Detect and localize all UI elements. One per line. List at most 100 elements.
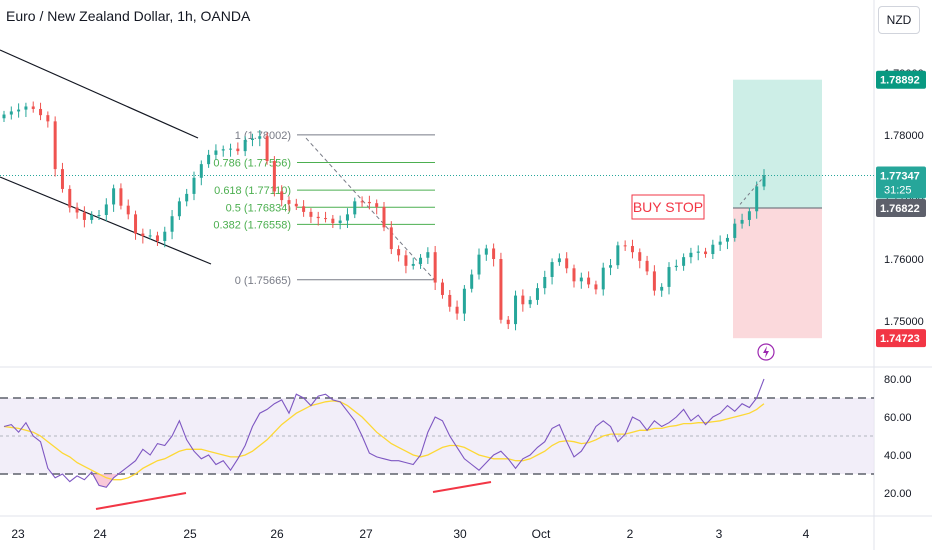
candle-body bbox=[2, 114, 6, 119]
candle-body bbox=[302, 206, 306, 212]
candle-body bbox=[75, 207, 79, 213]
candle-body bbox=[616, 245, 620, 266]
candle-body bbox=[24, 106, 28, 110]
stop-price-tag-bg bbox=[876, 329, 926, 348]
candle-body bbox=[528, 299, 532, 305]
target-price-tag: 1.78892 bbox=[880, 75, 920, 87]
candle-body bbox=[192, 177, 196, 194]
candle-body bbox=[375, 203, 379, 207]
candle-body bbox=[287, 200, 291, 204]
candle-body bbox=[543, 276, 547, 289]
rsi-band bbox=[0, 398, 874, 474]
candle-body bbox=[236, 148, 240, 152]
candle-body bbox=[506, 319, 510, 325]
candle-body bbox=[718, 241, 722, 245]
time-label: 26 bbox=[270, 527, 284, 541]
candle-body bbox=[470, 274, 474, 289]
candle-body bbox=[660, 286, 664, 291]
buy-stop-box bbox=[631, 194, 705, 220]
candle-body bbox=[601, 267, 605, 290]
candle-body bbox=[747, 211, 751, 220]
candle-body bbox=[484, 248, 488, 255]
candle-body bbox=[134, 214, 138, 234]
candle-body bbox=[696, 251, 700, 253]
candle-body bbox=[492, 248, 496, 259]
candle-body bbox=[46, 115, 50, 122]
candle-body bbox=[331, 218, 335, 224]
candle-body bbox=[141, 233, 145, 237]
rsi-tick-label: 80.00 bbox=[884, 374, 912, 386]
fib-trend-line bbox=[305, 137, 435, 280]
candle-body bbox=[360, 201, 364, 203]
candle-body bbox=[9, 111, 13, 115]
divergence-line-2 bbox=[432, 481, 492, 493]
candle-body bbox=[280, 191, 284, 201]
candle-body bbox=[689, 252, 693, 258]
candle-body bbox=[755, 186, 759, 212]
candle-body bbox=[82, 212, 86, 220]
currency-selector[interactable]: NZD bbox=[878, 6, 920, 34]
candle-body bbox=[521, 295, 525, 305]
candle-body bbox=[112, 188, 116, 205]
buy-stop-label: BUY STOP bbox=[633, 199, 703, 215]
fib-level-label: 0.618 (1.77110) bbox=[214, 185, 291, 197]
candle-body bbox=[740, 219, 744, 224]
candle-body bbox=[404, 255, 408, 266]
time-label: 23 bbox=[11, 527, 25, 541]
entry-price-tag: 1.76822 bbox=[880, 203, 920, 215]
candle-body bbox=[126, 205, 130, 215]
candle-body bbox=[214, 150, 218, 155]
candle-body bbox=[90, 214, 94, 220]
candle-body bbox=[477, 254, 481, 275]
time-label: 27 bbox=[359, 527, 373, 541]
time-label: 3 bbox=[716, 527, 723, 541]
candle-body bbox=[630, 245, 634, 253]
candle-body bbox=[155, 235, 159, 242]
rsi-tick-label: 60.00 bbox=[884, 412, 912, 424]
candle-body bbox=[733, 223, 737, 238]
candle-body bbox=[185, 193, 189, 202]
candle-body bbox=[514, 295, 518, 325]
candle-body bbox=[448, 294, 452, 307]
candle-body bbox=[440, 282, 444, 295]
candle-body bbox=[119, 188, 123, 206]
candle-body bbox=[389, 227, 393, 250]
rsi-ma-line bbox=[3, 400, 765, 481]
candle-body bbox=[426, 252, 430, 258]
stop-zone bbox=[733, 208, 822, 339]
candle-body bbox=[31, 106, 35, 109]
time-label: 30 bbox=[453, 527, 467, 541]
candle-body bbox=[148, 235, 152, 237]
stop-price-tag: 1.74723 bbox=[880, 333, 920, 345]
candle-body bbox=[221, 149, 225, 151]
rsi-line bbox=[3, 378, 765, 488]
candle-body bbox=[674, 265, 678, 268]
candle-body bbox=[652, 271, 656, 291]
candle-body bbox=[609, 265, 613, 268]
fib-level-label: 0.786 (1.77556) bbox=[213, 158, 291, 170]
target-zone bbox=[733, 79, 822, 209]
target-price-tag-bg bbox=[876, 70, 926, 89]
candle-body bbox=[53, 121, 57, 170]
fib-level-label: 0.382 (1.76558) bbox=[213, 219, 291, 231]
rsi-pane[interactable]: 80.00 60.00 40.00 20.00 bbox=[0, 374, 912, 510]
price-tick-label-partial: 1.79000 bbox=[884, 68, 924, 80]
candle-body bbox=[382, 206, 386, 228]
candle-body bbox=[557, 258, 561, 263]
candle-body bbox=[367, 201, 371, 204]
chart-title: Euro / New Zealand Dollar, 1h, OANDA bbox=[6, 8, 251, 24]
countdown-label: 31:25 bbox=[884, 184, 912, 196]
candle-body bbox=[433, 252, 437, 283]
candle-body bbox=[397, 249, 401, 256]
candle-body bbox=[258, 136, 262, 139]
lightning-icon bbox=[763, 346, 769, 358]
candle-body bbox=[572, 268, 576, 282]
candle-body bbox=[353, 201, 357, 215]
candle-body bbox=[250, 138, 254, 140]
candle-body bbox=[39, 108, 43, 116]
time-label: 4 bbox=[803, 527, 810, 541]
projection-line bbox=[739, 176, 765, 205]
